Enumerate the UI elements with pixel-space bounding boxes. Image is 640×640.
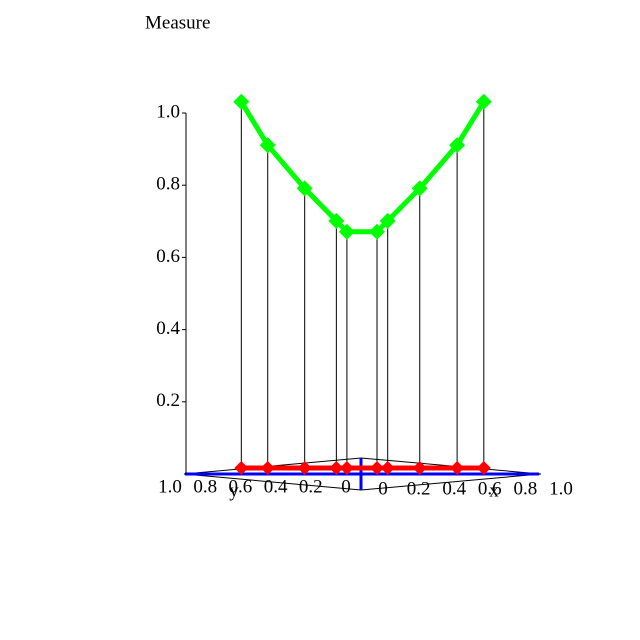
projection-point xyxy=(329,461,344,475)
y-axis-label: y xyxy=(229,480,239,501)
y-tick-label: 0.6 xyxy=(229,476,253,497)
x-tick-label: 1.0 xyxy=(549,478,573,499)
measure-point xyxy=(338,223,355,240)
y-tick-label: 0.4 xyxy=(264,476,288,497)
projection-point xyxy=(476,461,491,475)
x-tick-label: 0.4 xyxy=(442,478,466,499)
measure-point xyxy=(475,93,492,110)
measure-point xyxy=(449,137,466,154)
measure-point xyxy=(259,137,276,154)
measure-point xyxy=(296,180,313,197)
x-tick-label: 0.8 xyxy=(514,478,538,499)
measure-point xyxy=(328,212,345,229)
z-tick-label: 1.0 xyxy=(156,101,180,122)
projection-point xyxy=(412,461,427,475)
projection-point xyxy=(234,461,249,475)
base-plane xyxy=(183,457,542,491)
plane-outline xyxy=(183,457,542,491)
measure-line xyxy=(239,100,486,235)
z-tick-label: 0.6 xyxy=(156,246,180,267)
x-tick-label: 0.2 xyxy=(407,478,431,499)
projection-point xyxy=(297,461,312,475)
measure-point xyxy=(233,93,250,110)
measure-point xyxy=(369,223,386,240)
x-tick-label: 0 xyxy=(378,478,388,499)
y-tick-label: 0.8 xyxy=(193,476,217,497)
y-tick-label: 0 xyxy=(341,476,351,497)
measure-point xyxy=(411,180,428,197)
z-tick-label: 0.4 xyxy=(156,318,180,339)
z-tick-label: 0.2 xyxy=(156,390,180,411)
projection-point xyxy=(370,461,385,475)
y-tick-label: 1.0 xyxy=(158,476,182,497)
chart-title: Measure xyxy=(145,12,210,33)
projection-point xyxy=(260,461,275,475)
projection-point xyxy=(380,461,395,475)
y-tick-label: 0.2 xyxy=(299,476,323,497)
measure-point xyxy=(379,212,396,229)
projection-point xyxy=(339,461,354,475)
x-tick-label: 0.6 xyxy=(478,478,502,499)
z-tick-label: 0.8 xyxy=(156,174,180,195)
x-axis-label: x xyxy=(489,480,499,501)
projection-point xyxy=(450,461,465,475)
